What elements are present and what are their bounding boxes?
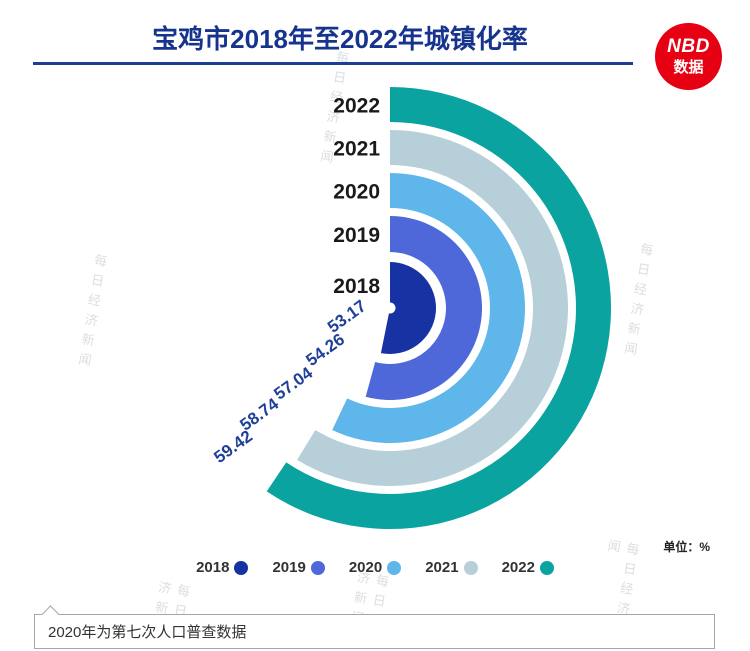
- year-label-2020: 2020: [333, 181, 380, 204]
- value-label-2018: 53.17: [324, 296, 370, 336]
- chart-title: 宝鸡市2018年至2022年城镇化率: [152, 24, 528, 54]
- legend-swatch-icon: [463, 560, 478, 575]
- year-label-2018: 2018: [333, 275, 380, 298]
- nbd-logo-text: NBD: [667, 36, 710, 58]
- year-label-2019: 2019: [333, 224, 380, 247]
- legend-label: 2019: [272, 559, 306, 576]
- nbd-logo-subtext: 数据: [673, 59, 704, 76]
- ring-2021: [297, 130, 568, 486]
- center-dot: [384, 302, 396, 314]
- legend-item-2021[interactable]: 2021: [425, 559, 478, 576]
- value-label-2020: 57.04: [270, 363, 316, 404]
- legend-item-2019[interactable]: 2019: [272, 559, 325, 576]
- legend-label: 2020: [348, 559, 383, 576]
- ring-2018: [380, 262, 437, 355]
- legend-swatch-icon: [234, 560, 249, 575]
- legend-item-2018[interactable]: 2018: [196, 559, 249, 576]
- ring-2019: [365, 216, 483, 400]
- note-text: 2020年为第七次人口普查数据: [48, 624, 247, 641]
- unit-label: 单位：%: [663, 540, 710, 554]
- ring-2022: [266, 87, 611, 529]
- legend-item-2020[interactable]: 2020: [348, 559, 402, 576]
- value-label-2022: 59.42: [210, 427, 256, 467]
- legend-label: 2021: [425, 559, 459, 576]
- legend-swatch-icon: [539, 560, 554, 575]
- title-divider: [33, 62, 633, 65]
- legend-swatch-icon: [387, 560, 402, 575]
- year-label-2021: 2021: [333, 138, 380, 161]
- legend-label: 2022: [501, 559, 535, 576]
- year-label-2022: 2022: [333, 95, 380, 118]
- legend-swatch-icon: [310, 560, 325, 575]
- value-label-2019: 54.26: [302, 330, 348, 370]
- legend-label: 2018: [196, 559, 230, 576]
- ring-2020: [332, 173, 525, 443]
- legend: 2018 2019 2020 2021 2022: [0, 559, 750, 576]
- nbd-logo: NBD 数据: [655, 23, 722, 90]
- legend-item-2022[interactable]: 2022: [502, 559, 554, 576]
- note-box: 2020年为第七次人口普查数据: [34, 614, 715, 649]
